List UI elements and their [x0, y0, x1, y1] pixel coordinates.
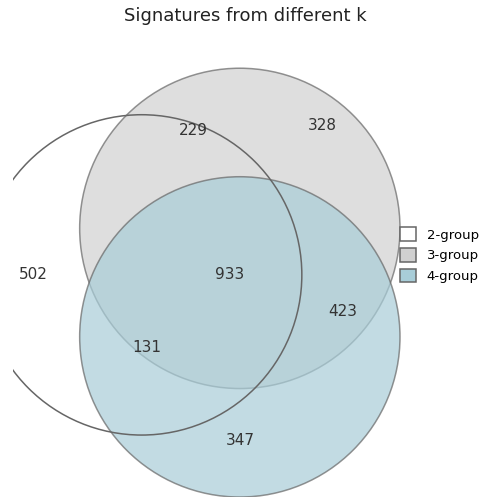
- Text: 502: 502: [19, 268, 47, 282]
- Text: 347: 347: [225, 433, 255, 448]
- Circle shape: [80, 68, 400, 389]
- Text: 328: 328: [308, 117, 337, 133]
- Legend: 2-group, 3-group, 4-group: 2-group, 3-group, 4-group: [400, 227, 479, 283]
- Text: 131: 131: [133, 340, 161, 355]
- Text: 933: 933: [215, 268, 244, 282]
- Text: 229: 229: [179, 122, 208, 138]
- Text: 423: 423: [329, 303, 358, 319]
- Circle shape: [80, 177, 400, 497]
- Title: Signatures from different k: Signatures from different k: [123, 7, 366, 25]
